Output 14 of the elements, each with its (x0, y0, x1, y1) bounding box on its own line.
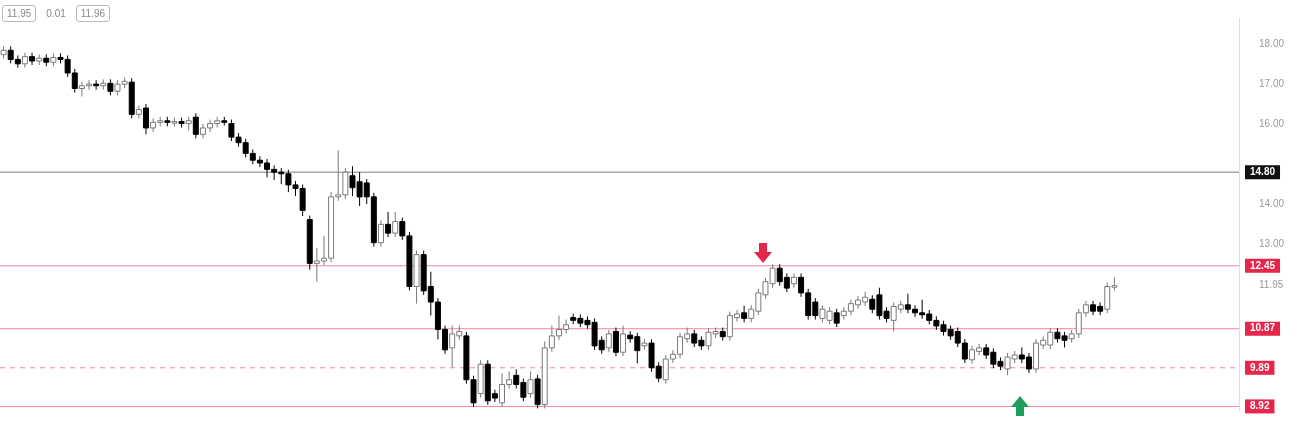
ref-line-label: 10.87 (1250, 322, 1276, 334)
ref-line-label: 12.45 (1250, 259, 1276, 271)
ref-line-label: 8.92 (1250, 400, 1270, 412)
y-tick-label: 17.00 (1259, 78, 1285, 90)
annotation: 11.95 (2, 5, 37, 22)
annotation: 0.01 (45, 7, 67, 21)
ref-line-label: 14.80 (1250, 165, 1276, 177)
y-tick-label: 13.00 (1259, 237, 1285, 249)
y-tick-label: 18.00 (1259, 38, 1285, 50)
y-tick-label: 14.00 (1259, 197, 1285, 209)
y-tick-label: 11.95 (1259, 279, 1284, 291)
y-tick-label: 16.00 (1259, 118, 1285, 130)
annotation: 11.96 (75, 5, 111, 22)
ref-line-label: 9.89 (1250, 361, 1270, 373)
